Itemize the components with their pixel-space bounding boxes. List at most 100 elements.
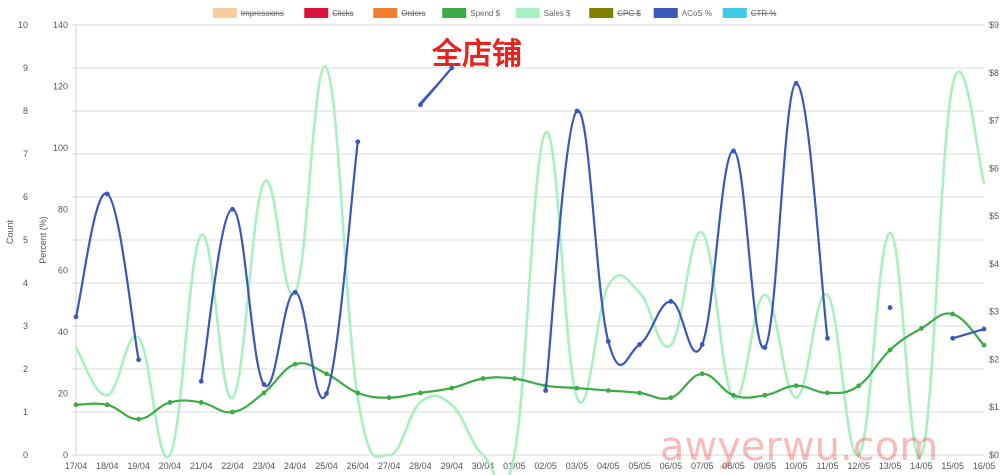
count-tick-label: 1 [23,407,28,417]
series-lines [73,65,987,475]
data-point [887,347,893,353]
legend-item[interactable]: Orders [373,8,426,18]
data-point [856,383,862,389]
count-tick-label: 7 [23,149,28,159]
dollar-tick-label: $8 [989,68,999,78]
date-tick-label: 28/04 [409,461,432,471]
data-point [386,395,392,401]
date-tick-label: 30/04 [472,461,495,471]
dollar-tick-label: $0 [989,450,999,460]
dollar-tick-label: $6 [989,163,999,173]
data-point [699,371,705,377]
series-line [200,140,359,399]
data-point [198,378,204,384]
legend-item[interactable]: CTR % [722,8,777,18]
date-tick-label: 08/05 [722,461,745,471]
percent-axis-ticks: 0 20 40 60 80 100 120 140 [53,20,68,460]
data-point [731,392,736,398]
data-point [136,357,142,363]
legend-item[interactable]: Spend $ [442,8,501,18]
date-tick-label: 19/04 [127,461,150,471]
data-point [73,314,79,320]
data-point [605,388,611,393]
dollar-axis-ticks: $0 $1 $2 $3 $4 $5 $6 $7 $8 $9 [989,20,999,460]
legend-swatch [212,8,237,18]
date-tick-label: 23/04 [253,461,276,471]
data-point [793,80,799,86]
data-point [668,395,674,401]
data-point [449,65,455,71]
date-axis-ticks: 17/04 18/04 19/04 20/04 21/04 22/04 23/04 24/04… [65,461,996,471]
dollar-tick-label: $7 [989,116,999,126]
date-tick-label: 07/05 [691,461,714,471]
dollar-tick-label: $1 [989,402,999,412]
count-tick-label: 4 [23,278,28,288]
count-tick-label: 9 [23,63,28,73]
percent-tick-label: 80 [58,204,68,214]
data-point [918,325,924,331]
count-tick-label: 10 [18,20,28,30]
legend-label: ACoS % [682,9,712,18]
date-tick-label: 16/05 [973,461,996,471]
data-point [418,390,423,396]
date-tick-label: 20/04 [159,461,182,471]
series-line [951,328,986,340]
data-point [324,371,329,377]
data-point [104,402,110,408]
data-point [418,102,423,108]
count-tick-label: 5 [23,235,28,245]
data-point [762,345,768,350]
data-point [198,400,204,405]
data-point [668,299,674,304]
legend-item[interactable]: Impressions [212,8,284,18]
legend-item[interactable]: Sales $ [515,8,571,18]
count-tick-label: 2 [23,364,28,374]
date-tick-label: 10/05 [785,461,808,471]
count-tick-label: 6 [23,192,28,202]
data-point [825,390,830,396]
dollar-tick-label: $5 [989,211,999,221]
percent-tick-label: 120 [53,81,68,91]
data-point [324,391,329,396]
data-point [355,390,361,396]
data-point [699,342,705,347]
legend-swatch [722,8,747,18]
date-tick-label: 04/05 [597,461,620,471]
legend[interactable]: Impressions Clicks Orders Spend $ Sales $ CPC… [212,8,777,18]
percent-axis-title: Percent (%) [38,216,48,264]
legend-item[interactable]: Clicks [304,8,354,18]
data-point [230,409,235,415]
series-line [544,82,829,392]
date-tick-label: 25/04 [315,461,338,471]
data-point [543,388,549,393]
legend-swatch [653,8,678,18]
legend-swatch [442,8,467,18]
data-point [449,385,455,391]
data-point [167,400,173,405]
date-tick-label: 22/04 [221,461,244,471]
data-point [230,206,235,212]
annotation-label: 全店铺 [431,37,522,72]
data-point [605,338,611,344]
data-point [762,392,768,398]
watermark: awyerwu.com [660,424,938,470]
legend-swatch [515,8,540,18]
date-tick-label: 15/05 [941,461,964,471]
data-point [731,148,736,154]
date-tick-label: 17/04 [65,461,88,471]
count-tick-label: 3 [23,321,28,331]
dollar-tick-label: $3 [989,307,999,317]
series-spend [73,311,987,422]
legend-item[interactable]: CPC $ [589,8,641,18]
count-tick-label: 8 [23,106,28,116]
dollar-tick-label: $4 [989,259,999,269]
date-tick-label: 21/04 [190,461,213,471]
legend-swatch [589,8,614,18]
legend-swatch [304,8,329,18]
data-point [136,416,142,422]
percent-tick-label: 40 [58,327,68,337]
data-point [950,311,956,317]
data-point [574,108,580,114]
legend-item[interactable]: ACoS % [653,8,712,18]
